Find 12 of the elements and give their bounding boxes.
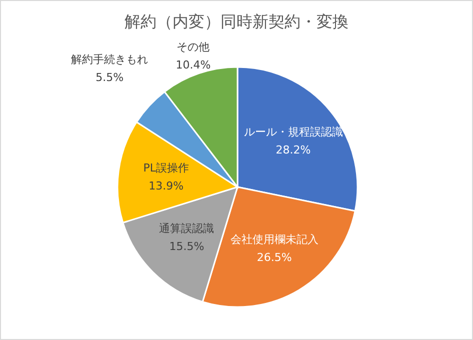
slice-label: PL誤操作 (143, 161, 190, 174)
data-label: 26.5% (256, 250, 292, 264)
data-label: 15.5% (169, 240, 204, 254)
slice-label: 解約手続きもれ (71, 53, 148, 66)
data-label: 5.5% (96, 71, 124, 84)
slice-label: 会社使用欄未記入 (230, 232, 318, 246)
chart-title: 解約（内変）同時新契約・変換 (124, 12, 350, 33)
data-label: 10.4% (176, 58, 211, 72)
data-label: 28.2% (276, 143, 311, 156)
slice-label: 通算誤認識 (159, 222, 214, 236)
slice-label: ルール・規程誤認識 (244, 125, 343, 138)
data-label: 13.9% (148, 179, 184, 192)
